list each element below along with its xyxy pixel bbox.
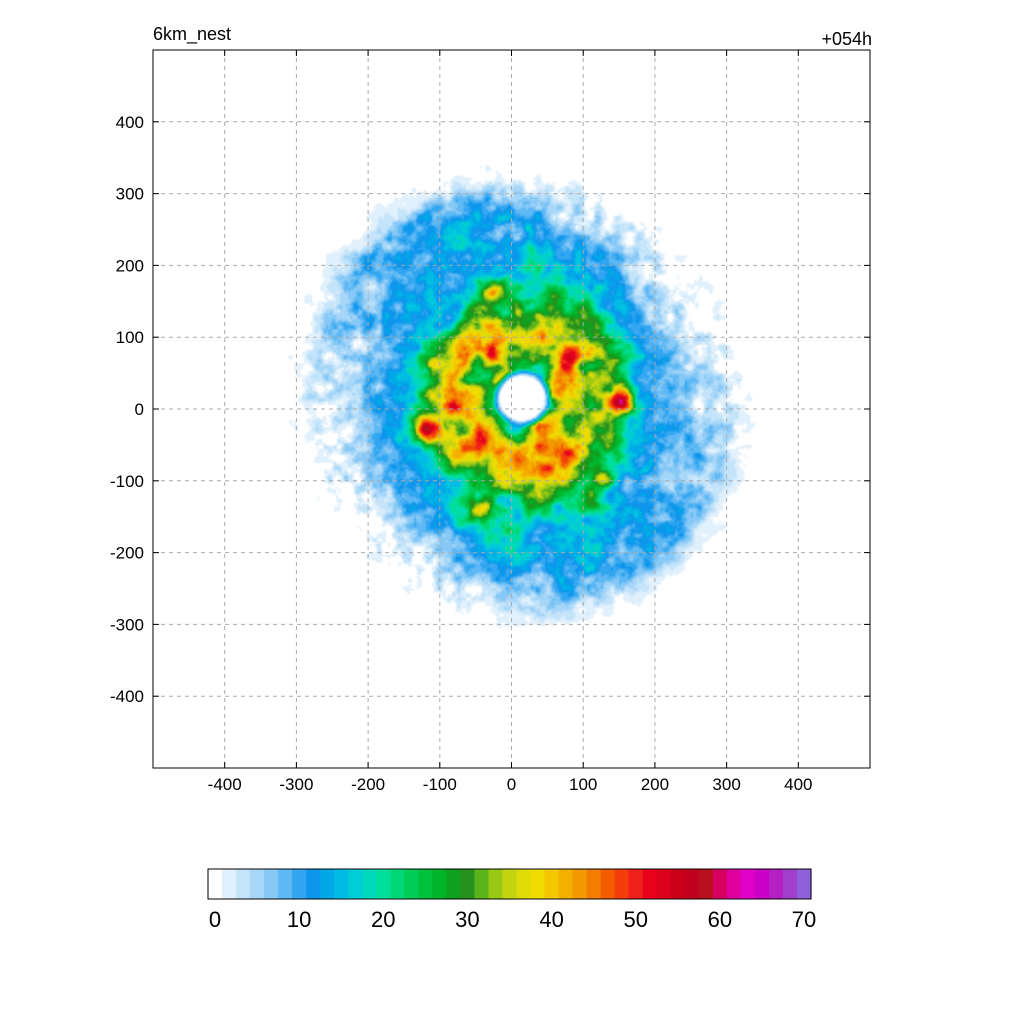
y-tick-label: 300: [116, 185, 144, 204]
x-tick-label: 400: [784, 775, 812, 794]
colorbar-tick-label: 40: [539, 907, 563, 932]
y-tick-label: 400: [116, 113, 144, 132]
colorbar-swatch: [292, 869, 307, 899]
rain-rate-field: [153, 50, 870, 768]
colorbar-swatch: [782, 869, 798, 899]
colorbar-swatch: [376, 869, 391, 899]
y-tick-label: 0: [135, 400, 144, 419]
x-tick-label: 300: [712, 775, 740, 794]
x-tick-label: -300: [279, 775, 313, 794]
colorbar-swatch: [488, 869, 504, 899]
colorbar-swatch: [502, 869, 518, 899]
x-tick-label: 100: [569, 775, 597, 794]
x-tick-label: 200: [641, 775, 669, 794]
x-tick-label: -100: [423, 775, 457, 794]
x-tick-label: -400: [208, 775, 242, 794]
colorbar-swatch: [642, 869, 658, 899]
colorbar-swatch: [796, 869, 812, 899]
y-tick-label: -300: [110, 615, 144, 634]
colorbar-swatch: [544, 869, 560, 899]
colorbar-swatch: [586, 869, 602, 899]
colorbar-swatch: [600, 869, 616, 899]
colorbar-swatch: [516, 869, 532, 899]
y-axis: 400 300 200 100 0 -100 -200 -300 -400: [110, 113, 870, 706]
chart-title: 6km_nest: [153, 24, 231, 45]
colorbar-swatch: [348, 869, 363, 899]
colorbar-swatch: [208, 869, 223, 899]
colorbar-tick-label: 60: [708, 907, 732, 932]
colorbar-swatch: [418, 869, 433, 899]
forecast-hour-label: +054h: [821, 29, 872, 49]
colorbar-swatch: [712, 869, 728, 899]
colorbar-swatch: [614, 869, 630, 899]
colorbar-swatch: [390, 869, 405, 899]
colorbar-swatch: [656, 869, 672, 899]
colorbar-swatch: [446, 869, 462, 899]
colorbar-swatch: [740, 869, 756, 899]
colorbar-swatch: [404, 869, 419, 899]
x-axis: -400 -300 -200 -100 0 100 200 300 400: [208, 50, 812, 794]
colorbar-swatch: [334, 869, 349, 899]
x-tick-label: 0: [507, 775, 516, 794]
colorbar-swatch: [320, 869, 335, 899]
colorbar-swatch: [236, 869, 251, 899]
colorbar-tick-label: 30: [455, 907, 479, 932]
colorbar-swatch: [278, 869, 293, 899]
colorbar-swatch: [362, 869, 377, 899]
colorbar-swatch: [572, 869, 588, 899]
x-tick-label: -200: [351, 775, 385, 794]
colorbar-swatch: [530, 869, 546, 899]
colorbar-tick-label: 10: [287, 907, 311, 932]
colorbar-frame: [207, 868, 812, 900]
y-tick-label: -100: [110, 472, 144, 491]
colorbar-labels: 0 10 20 30 40 50 60 70: [209, 907, 816, 932]
colorbar-swatch: [698, 869, 714, 899]
colorbar-swatch: [460, 869, 476, 899]
colorbar-swatch: [754, 869, 770, 899]
y-tick-label: 100: [116, 328, 144, 347]
colorbar-swatch: [670, 869, 686, 899]
colorbar-swatch: [474, 869, 490, 899]
colorbar-swatch: [684, 869, 700, 899]
colorbar-swatch: [222, 869, 237, 899]
colorbar: [207, 868, 812, 900]
colorbar-swatch: [768, 869, 784, 899]
colorbar-swatch: [250, 869, 265, 899]
y-tick-label: -400: [110, 687, 144, 706]
colorbar-swatch: [306, 869, 321, 899]
colorbar-swatch: [264, 869, 279, 899]
y-tick-label: 200: [116, 256, 144, 275]
colorbar-swatch: [558, 869, 574, 899]
y-tick-label: -200: [110, 544, 144, 563]
colorbar-tick-label: 50: [623, 907, 647, 932]
colorbar-swatch: [628, 869, 644, 899]
colorbar-tick-label: 0: [209, 907, 221, 932]
colorbar-tick-label: 70: [792, 907, 816, 932]
colorbar-tick-label: 20: [371, 907, 395, 932]
colorbar-swatch: [432, 869, 447, 899]
colorbar-swatch: [726, 869, 742, 899]
